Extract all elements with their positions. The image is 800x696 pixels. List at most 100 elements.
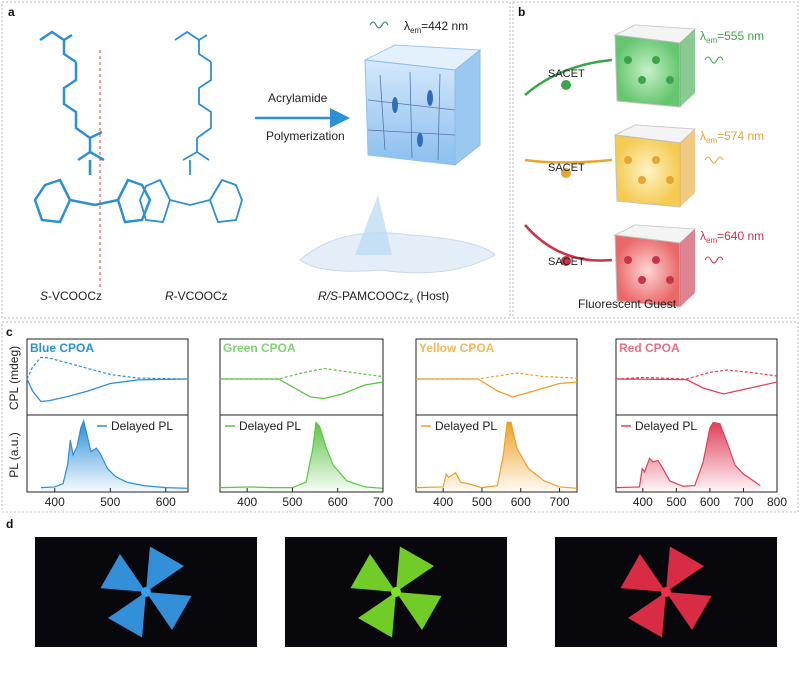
em-subscript: em — [706, 36, 717, 45]
x-tick-label: 600 — [511, 495, 531, 509]
guest-dot — [638, 76, 646, 84]
pinwheel-center — [141, 587, 151, 597]
cube-side — [680, 129, 695, 207]
sacet-label: SACET — [548, 256, 585, 268]
guest-dot — [666, 276, 674, 284]
guest-emission-label: λem=574 nm — [700, 129, 764, 145]
s-vcoocz-label: S-VCOOCz — [40, 289, 102, 303]
guest-emission-label: λem=640 nm — [700, 229, 764, 245]
chart-title: Yellow CPOA — [419, 341, 495, 355]
host-emission-value: =442 nm — [421, 19, 468, 33]
chart-blue-cpoa: Blue CPOA Delayed PL 400 500 600 — [26, 338, 189, 509]
sacet-label: SACET — [548, 162, 585, 174]
panel-a-label: a — [8, 5, 15, 19]
host-subscript: x — [409, 296, 413, 305]
guest-0: SACET λem=555 nm — [524, 24, 764, 108]
sacet-label: SACET — [548, 68, 585, 80]
cpl-axis-label: CPL (mdeg) — [7, 346, 21, 410]
pinwheel-photo-2 — [555, 537, 777, 647]
photos — [35, 537, 777, 647]
cpl-dashed-curve — [220, 367, 384, 380]
x-tick-label: 500 — [100, 495, 120, 509]
pinwheel-blade — [620, 553, 666, 592]
pinwheel-center — [661, 587, 671, 597]
chart-green-cpoa: Green CPOA Delayed PL 400 500 600 700 — [219, 338, 393, 509]
pl-curve — [40, 419, 189, 489]
sacet-arrow — [524, 58, 613, 96]
s-name: -VCOOCz — [48, 289, 102, 303]
host-name: -PAMCOOCz — [338, 289, 409, 303]
emission-wave-icon — [369, 21, 389, 29]
guest-dot — [638, 276, 646, 284]
guest-emission-value: =555 nm — [717, 29, 764, 43]
host-emission-label: λem=442 nm — [404, 19, 468, 35]
x-tick-label: 400 — [433, 495, 453, 509]
x-tick-label: 600 — [156, 495, 176, 509]
host-suffix: (Host) — [413, 289, 449, 303]
chart-yellow-cpoa: Yellow CPOA Delayed PL 400 500 600 700 — [415, 338, 578, 509]
guest-2: SACET λem=640 nm — [524, 224, 764, 308]
sacet-arrow — [524, 158, 613, 164]
r-vcoocz-structure — [139, 30, 243, 223]
legend-label: Delayed PL — [435, 419, 497, 433]
pl-area — [40, 421, 189, 491]
guest-dot — [624, 56, 632, 64]
cube-side — [680, 29, 695, 107]
guest-molecule — [561, 80, 571, 90]
x-tick-label: 400 — [237, 495, 257, 509]
x-tick-label: 400 — [45, 495, 65, 509]
pinwheel-blade — [350, 553, 396, 592]
guest-dot — [638, 176, 646, 184]
guest-hydrogel-cube — [614, 134, 681, 208]
guest-molecule — [561, 168, 571, 178]
x-tick-label: 700 — [550, 495, 570, 509]
cpl-curve — [416, 378, 578, 398]
x-tick-label: 500 — [282, 495, 302, 509]
lambda: λ — [404, 19, 410, 33]
guest-emission-value: =640 nm — [717, 229, 764, 243]
em-subscript: em — [706, 236, 717, 245]
x-tick-label: 500 — [666, 495, 686, 509]
cpl-curve — [615, 378, 778, 395]
uv-light-beam — [355, 195, 392, 255]
panel-b-frame — [512, 1, 799, 319]
guest-emission-label: λem=555 nm — [700, 29, 764, 45]
guest-dot — [666, 176, 674, 184]
lambda: λ — [700, 129, 706, 143]
em-subscript: em — [410, 26, 421, 35]
guest-emission-value: =574 nm — [717, 129, 764, 143]
guest-dot — [624, 256, 632, 264]
pinwheel-blade — [396, 546, 435, 592]
pinwheel-center — [391, 587, 401, 597]
chart-title: Green CPOA — [223, 341, 296, 355]
x-tick-label: 500 — [472, 495, 492, 509]
guest-1: SACET λem=574 nm — [524, 124, 764, 208]
chart-red-cpoa: Red CPOA Delayed PL 400 500 600 700 800 — [615, 338, 787, 509]
r-name: -VCOOCz — [174, 289, 228, 303]
pinwheel-blade — [146, 592, 192, 631]
legend-label: Delayed PL — [239, 419, 301, 433]
polymerization-label: Polymerization — [266, 129, 345, 143]
pinwheel-blade — [666, 546, 705, 592]
pl-axis-label: PL (a.u.) — [7, 432, 21, 478]
host-hydrogel-cube — [363, 44, 482, 167]
guest-molecule — [561, 256, 571, 266]
lambda: λ — [700, 29, 706, 43]
panel-d-label: d — [6, 517, 13, 531]
x-tick-label: 700 — [373, 495, 393, 509]
guest-dot — [624, 156, 632, 164]
guest-hydrogel-cube — [614, 34, 681, 108]
pl-area — [616, 422, 761, 491]
panel-a-frame — [1, 1, 511, 319]
cpl-dashed-curve — [615, 369, 778, 380]
pinwheel-blade — [107, 592, 146, 638]
pinwheel-blade — [627, 592, 666, 638]
sacet-arrow — [524, 224, 613, 262]
charts: Blue CPOA Delayed PL 400 500 600 Green CPOA De… — [26, 338, 787, 509]
fluorescent-guest-label: Fluorescent Guest — [578, 297, 677, 311]
host-label: R/S-PAMCOOCzx (Host) — [318, 289, 449, 305]
pinwheel-blade — [146, 546, 185, 592]
panel-b-label: b — [518, 5, 525, 19]
emission-wave-icon — [704, 256, 724, 264]
